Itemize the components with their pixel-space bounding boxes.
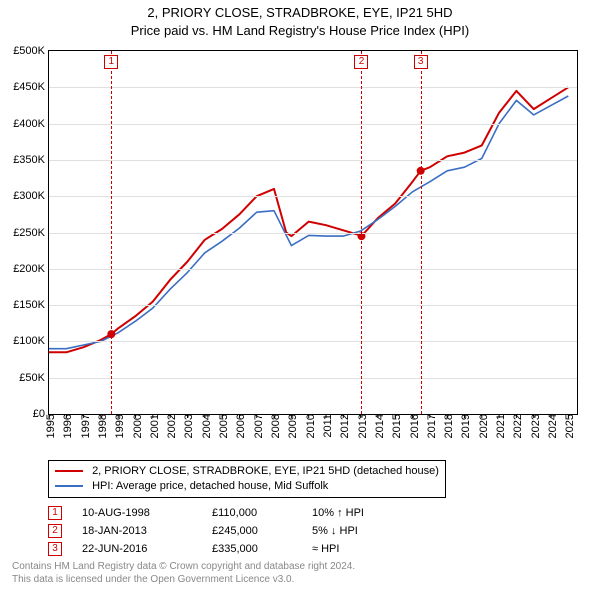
sale-date: 22-JUN-2016 — [82, 543, 212, 555]
sale-date: 10-AUG-1998 — [82, 507, 212, 519]
sale-price: £335,000 — [212, 543, 312, 555]
gridline-h — [49, 341, 577, 342]
gridline-h — [49, 196, 577, 197]
x-tick-label: 2013 — [353, 414, 369, 438]
x-tick-label: 2004 — [197, 414, 213, 438]
x-tick-label: 2016 — [405, 414, 421, 438]
gridline-h — [49, 378, 577, 379]
sale-pct: 10% ↑ HPI — [312, 507, 432, 519]
gridline-h — [49, 87, 577, 88]
x-tick-label: 2020 — [474, 414, 490, 438]
x-tick-label: 1998 — [93, 414, 109, 438]
x-tick-label: 2021 — [491, 414, 507, 438]
x-tick-label: 1996 — [58, 414, 74, 438]
x-tick-label: 2023 — [526, 414, 542, 438]
sale-price: £110,000 — [212, 507, 312, 519]
legend-swatch-hpi — [55, 485, 83, 487]
x-tick-label: 1999 — [110, 414, 126, 438]
sale-row: 2 18-JAN-2013 £245,000 5% ↓ HPI — [48, 524, 432, 538]
sale-row: 1 10-AUG-1998 £110,000 10% ↑ HPI — [48, 506, 432, 520]
x-tick-label: 2010 — [301, 414, 317, 438]
sale-date: 18-JAN-2013 — [82, 525, 212, 537]
sale-marker-line — [361, 51, 362, 414]
x-tick-label: 2024 — [543, 414, 559, 438]
y-tick-label: £250K — [13, 227, 49, 239]
legend-row: 2, PRIORY CLOSE, STRADBROKE, EYE, IP21 5… — [55, 464, 439, 479]
gridline-h — [49, 233, 577, 234]
x-tick-label: 2002 — [162, 414, 178, 438]
x-tick-label: 2012 — [335, 414, 351, 438]
x-tick-label: 2022 — [508, 414, 524, 438]
y-tick-label: £400K — [13, 118, 49, 130]
x-tick-label: 1997 — [76, 414, 92, 438]
y-tick-label: £450K — [13, 81, 49, 93]
marker-box-2: 2 — [48, 524, 62, 538]
sale-marker-box: 1 — [104, 55, 118, 69]
sale-price: £245,000 — [212, 525, 312, 537]
gridline-h — [49, 124, 577, 125]
x-tick-label: 2014 — [370, 414, 386, 438]
gridline-h — [49, 269, 577, 270]
x-tick-label: 1995 — [41, 414, 57, 438]
legend-swatch-property — [55, 470, 83, 472]
legend-label-property: 2, PRIORY CLOSE, STRADBROKE, EYE, IP21 5… — [92, 465, 439, 477]
x-tick-label: 2001 — [145, 414, 161, 438]
plot-area: £0£50K£100K£150K£200K£250K£300K£350K£400… — [48, 50, 578, 415]
x-tick-label: 2000 — [128, 414, 144, 438]
x-tick-label: 2018 — [439, 414, 455, 438]
series-line-property — [49, 87, 568, 352]
marker-box-1: 1 — [48, 506, 62, 520]
chart-container: 2, PRIORY CLOSE, STRADBROKE, EYE, IP21 5… — [0, 0, 600, 590]
legend-row: HPI: Average price, detached house, Mid … — [55, 479, 439, 494]
x-tick-label: 2006 — [231, 414, 247, 438]
marker-box-3: 3 — [48, 542, 62, 556]
x-tick-label: 2007 — [249, 414, 265, 438]
y-tick-label: £300K — [13, 190, 49, 202]
sale-pct: ≈ HPI — [312, 543, 432, 555]
x-tick-label: 2005 — [214, 414, 230, 438]
x-tick-label: 2017 — [422, 414, 438, 438]
x-tick-label: 2011 — [318, 414, 334, 438]
y-tick-label: £150K — [13, 299, 49, 311]
title-line-1: 2, PRIORY CLOSE, STRADBROKE, EYE, IP21 5… — [0, 4, 600, 22]
sales-table: 1 10-AUG-1998 £110,000 10% ↑ HPI 2 18-JA… — [48, 502, 432, 560]
sale-row: 3 22-JUN-2016 £335,000 ≈ HPI — [48, 542, 432, 556]
sale-marker-line — [111, 51, 112, 414]
y-tick-label: £100K — [13, 335, 49, 347]
x-tick-label: 2009 — [283, 414, 299, 438]
x-tick-label: 2019 — [456, 414, 472, 438]
sale-marker-box: 2 — [354, 55, 368, 69]
y-tick-label: £350K — [13, 154, 49, 166]
footnote-line-1: Contains HM Land Registry data © Crown c… — [12, 561, 355, 574]
footnote-line-2: This data is licensed under the Open Gov… — [12, 574, 355, 587]
x-tick-label: 2015 — [387, 414, 403, 438]
y-tick-label: £50K — [19, 372, 49, 384]
sale-marker-line — [421, 51, 422, 414]
legend: 2, PRIORY CLOSE, STRADBROKE, EYE, IP21 5… — [48, 460, 446, 498]
legend-label-hpi: HPI: Average price, detached house, Mid … — [92, 480, 328, 492]
x-tick-label: 2025 — [560, 414, 576, 438]
y-tick-label: £500K — [13, 45, 49, 57]
sale-pct: 5% ↓ HPI — [312, 525, 432, 537]
x-tick-label: 2003 — [179, 414, 195, 438]
x-tick-label: 2008 — [266, 414, 282, 438]
y-tick-label: £200K — [13, 263, 49, 275]
gridline-h — [49, 160, 577, 161]
gridline-h — [49, 305, 577, 306]
sale-marker-box: 3 — [414, 55, 428, 69]
chart-title: 2, PRIORY CLOSE, STRADBROKE, EYE, IP21 5… — [0, 0, 600, 39]
footnote: Contains HM Land Registry data © Crown c… — [12, 561, 355, 586]
title-line-2: Price paid vs. HM Land Registry's House … — [0, 22, 600, 40]
